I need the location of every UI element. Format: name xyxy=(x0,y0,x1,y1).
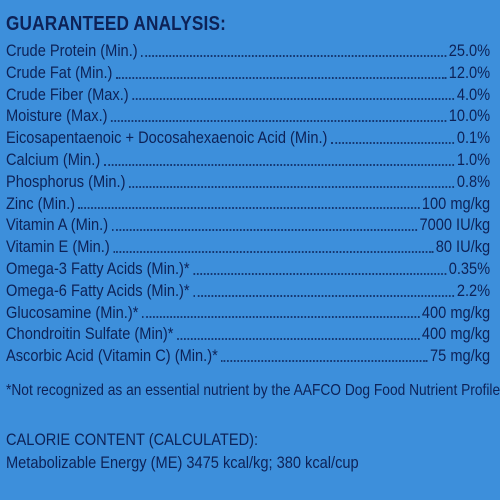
analysis-row: Glucosamine (Min.)* 400 mg/kg xyxy=(6,302,490,324)
nutrient-label: Omega-3 Fatty Acids (Min.)* xyxy=(6,258,190,278)
nutrient-value: 75 mg/kg xyxy=(430,346,491,366)
nutrient-value: 25.0% xyxy=(448,41,491,60)
dot-leader xyxy=(141,54,447,57)
calorie-content-line: Metabolizable Energy (ME) 3475 kcal/kg; … xyxy=(6,452,359,472)
nutrient-label: Glucosamine (Min.)* xyxy=(6,302,139,322)
nutrient-value: 100 mg/kg xyxy=(421,193,491,213)
analysis-row: Zinc (Min.) 100 mg/kg xyxy=(6,193,490,215)
analysis-row: Vitamin A (Min.) 7000 IU/kg xyxy=(6,214,490,236)
analysis-row: Omega-3 Fatty Acids (Min.)* 0.35% xyxy=(6,258,490,280)
nutrient-label: Vitamin E (Min.) xyxy=(6,237,110,257)
nutrient-value: 4.0% xyxy=(456,84,491,104)
dot-leader xyxy=(330,141,455,144)
nutrient-value: 0.8% xyxy=(456,171,491,191)
analysis-row: Moisture (Max.) 10.0% xyxy=(6,105,490,127)
dot-leader xyxy=(111,229,417,232)
nutrient-label: Calcium (Min.) xyxy=(6,149,101,169)
nutrient-label: Omega-6 Fatty Acids (Min.)* xyxy=(6,280,190,300)
nutrient-value: 12.0% xyxy=(448,62,491,82)
dot-leader xyxy=(221,359,428,362)
analysis-heading: GUARANTEED ANALYSIS: xyxy=(6,13,227,35)
nutrient-value: 400 mg/kg xyxy=(421,302,491,322)
dot-leader xyxy=(78,207,420,210)
nutrient-value: 2.2% xyxy=(456,280,491,300)
dot-leader xyxy=(132,98,455,101)
dot-leader xyxy=(193,272,447,275)
nutrient-label: Crude Fat (Min.) xyxy=(6,62,113,82)
nutrient-label: Phosphorus (Min.) xyxy=(6,171,126,191)
dot-leader xyxy=(115,76,447,79)
nutrient-value: 10.0% xyxy=(448,106,491,126)
analysis-row: Crude Fiber (Max.) 4.0% xyxy=(6,84,490,106)
analysis-row: Phosphorus (Min.) 0.8% xyxy=(6,171,490,193)
analysis-table: Crude Protein (Min.) 25.0% Crude Fat (Min.… xyxy=(6,40,490,367)
analysis-row: Eicosapentaenoic + Docosahexaenoic Acid … xyxy=(6,127,490,149)
calorie-heading: CALORIE CONTENT (CALCULATED): xyxy=(6,429,259,449)
nutrient-label: Crude Fiber (Max.) xyxy=(6,84,129,104)
dot-leader xyxy=(113,250,434,253)
guaranteed-analysis-panel: GUARANTEED ANALYSIS: Crude Protein (Min.… xyxy=(6,12,500,473)
nutrient-label: Eicosapentaenoic + Docosahexaenoic Acid … xyxy=(6,128,328,148)
nutrient-label: Chondroitin Sulfate (Min)* xyxy=(6,324,174,344)
analysis-row: Ascorbic Acid (Vitamin C) (Min.)* 75 mg/k… xyxy=(6,345,490,367)
nutrient-label: Zinc (Min.) xyxy=(6,193,76,213)
nutrient-value: 0.35% xyxy=(448,258,491,278)
nutrient-value: 400 mg/kg xyxy=(421,324,491,344)
dot-leader xyxy=(193,294,455,297)
nutrient-value: 1.0% xyxy=(456,149,491,169)
footnote: *Not recognized as an essential nutrient… xyxy=(6,381,500,399)
analysis-row: Crude Fat (Min.) 12.0% xyxy=(6,62,490,84)
nutrient-label: Ascorbic Acid (Vitamin C) (Min.)* xyxy=(6,346,218,366)
analysis-row: Crude Protein (Min.) 25.0% xyxy=(6,40,490,62)
analysis-row: Omega-6 Fatty Acids (Min.)* 2.2% xyxy=(6,280,490,302)
nutrient-value: 80 IU/kg xyxy=(435,237,491,257)
nutrient-value: 0.1% xyxy=(456,128,491,148)
nutrient-label: Crude Protein (Min.) xyxy=(6,41,138,60)
nutrient-label: Vitamin A (Min.) xyxy=(6,215,109,235)
dot-leader xyxy=(128,185,455,188)
dot-leader xyxy=(110,120,447,123)
dot-leader xyxy=(103,163,455,166)
analysis-row: Calcium (Min.) 1.0% xyxy=(6,149,490,171)
analysis-row: Vitamin E (Min.) 80 IU/kg xyxy=(6,236,490,258)
nutrient-value: 7000 IU/kg xyxy=(419,215,491,235)
analysis-row: Chondroitin Sulfate (Min)* 400 mg/kg xyxy=(6,323,490,345)
dot-leader xyxy=(141,316,420,319)
dot-leader xyxy=(176,338,420,341)
nutrient-label: Moisture (Max.) xyxy=(6,106,108,126)
